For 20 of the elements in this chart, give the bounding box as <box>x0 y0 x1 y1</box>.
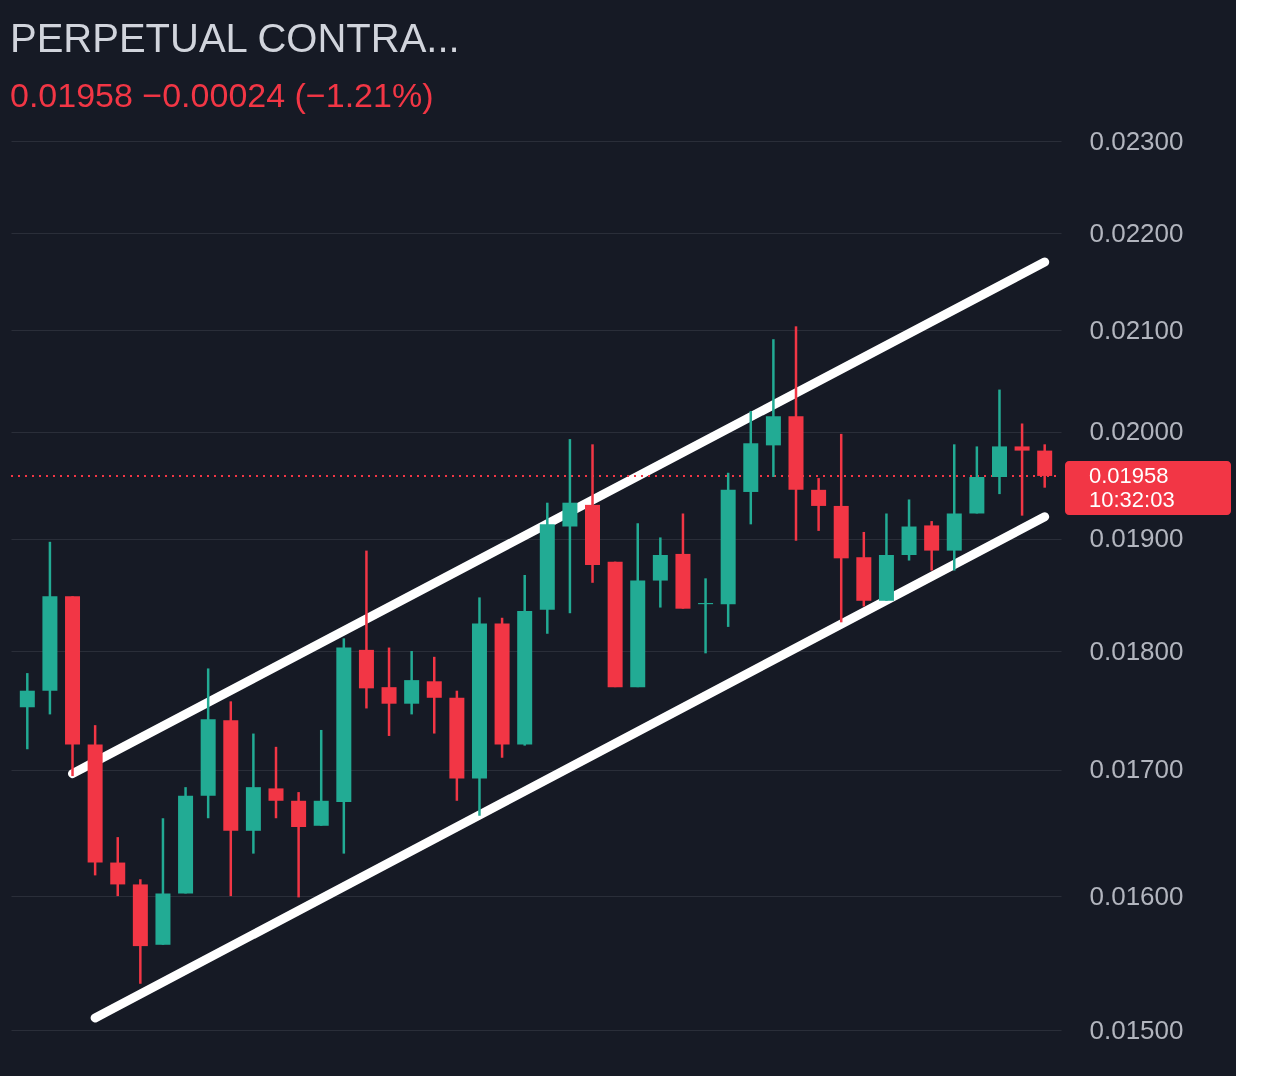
y-tick-label: 0.01900 <box>1089 523 1184 554</box>
candlestick <box>426 655 442 735</box>
y-tick-label: 0.02300 <box>1089 125 1184 156</box>
chart-title: PERPETUAL CONTRA... <box>10 16 460 60</box>
candlestick <box>19 671 35 751</box>
candlestick <box>381 646 397 738</box>
y-tick-label: 0.01600 <box>1089 880 1184 911</box>
y-tick-label: 0.01700 <box>1089 754 1184 785</box>
candlestick <box>268 745 284 820</box>
y-tick-label: 0.02000 <box>1089 416 1184 447</box>
y-tick-label: 0.02200 <box>1089 217 1184 248</box>
candlestick <box>562 437 578 615</box>
text: 10:32:03 <box>1089 486 1175 512</box>
y-tick-label: 0.01800 <box>1089 635 1184 666</box>
ref-line-label: 0.01958 <box>1089 462 1169 488</box>
y-tick-label: 0.01500 <box>1089 1014 1184 1045</box>
chart-subtitle: 0.01958 −0.00024 (−1.21%) <box>10 76 434 114</box>
y-tick-label: 0.02100 <box>1089 314 1184 345</box>
candlestick <box>404 649 420 716</box>
candlestick <box>110 835 126 898</box>
